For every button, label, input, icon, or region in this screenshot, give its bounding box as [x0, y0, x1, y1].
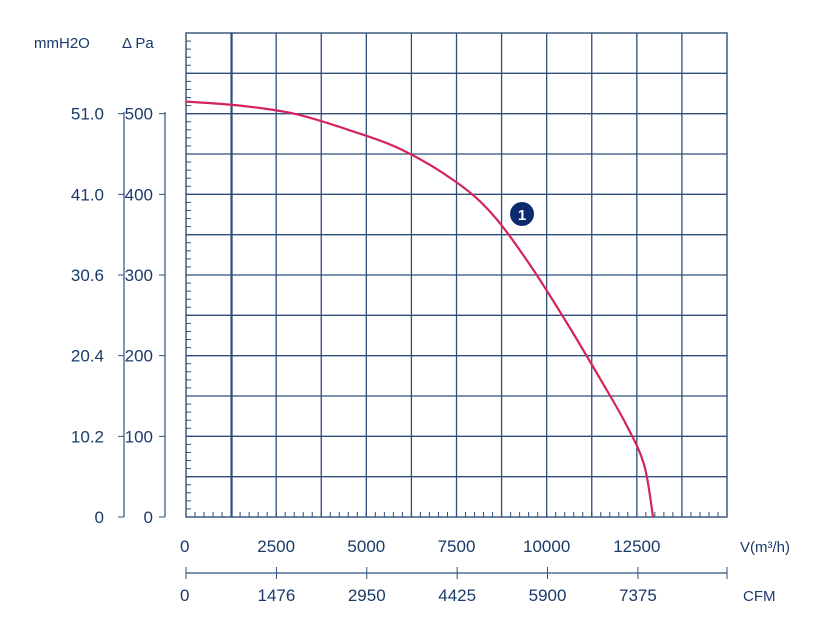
- bottom-axis-ticks: [185, 567, 728, 579]
- pa-tick-label: 400: [125, 185, 153, 204]
- unit-cfm: CFM: [743, 588, 776, 605]
- mmh2o-tick-label: 20.4: [71, 347, 104, 366]
- pa-tick-label: 500: [125, 105, 153, 124]
- series-line-1: [185, 100, 655, 518]
- pa-tick-label: 100: [125, 427, 153, 446]
- unit-pa: Δ Pa: [122, 35, 154, 52]
- pa-tick-label: 300: [125, 266, 153, 285]
- series-marker-label: 1: [518, 207, 526, 224]
- cfm-tick-label: 2950: [348, 586, 386, 605]
- series-marker-1: [510, 202, 534, 226]
- mmh2o-tick-label: 41.0: [71, 185, 104, 204]
- pa-tick-label: 0: [144, 508, 153, 527]
- mmh2o-tick-label: 10.2: [71, 427, 104, 446]
- m3h-tick-label: 7500: [438, 537, 476, 556]
- unit-m3h: V(m³/h): [740, 539, 790, 556]
- m3h-tick-label: 12500: [613, 537, 660, 556]
- mmh2o-tick-label: 30.6: [71, 266, 104, 285]
- cfm-tick-label: 4425: [438, 586, 476, 605]
- minor-ticks: [186, 40, 719, 517]
- m3h-tick-label: 5000: [347, 537, 385, 556]
- cfm-tick-label: 1476: [258, 586, 296, 605]
- grid: [186, 33, 727, 517]
- m3h-tick-label: 2500: [257, 537, 295, 556]
- left-axis-ticks: [118, 113, 165, 518]
- m3h-tick-label: 10000: [523, 537, 570, 556]
- mmh2o-tick-label: 0: [95, 508, 104, 527]
- cfm-tick-label: 7375: [619, 586, 657, 605]
- unit-mmh2o: mmH2O: [34, 35, 90, 52]
- m3h-tick-label: 0: [180, 537, 189, 556]
- cfm-tick-label: 5900: [529, 586, 567, 605]
- mmh2o-tick-label: 51.0: [71, 105, 104, 124]
- pa-tick-label: 200: [125, 347, 153, 366]
- cfm-tick-label: 0: [180, 586, 189, 605]
